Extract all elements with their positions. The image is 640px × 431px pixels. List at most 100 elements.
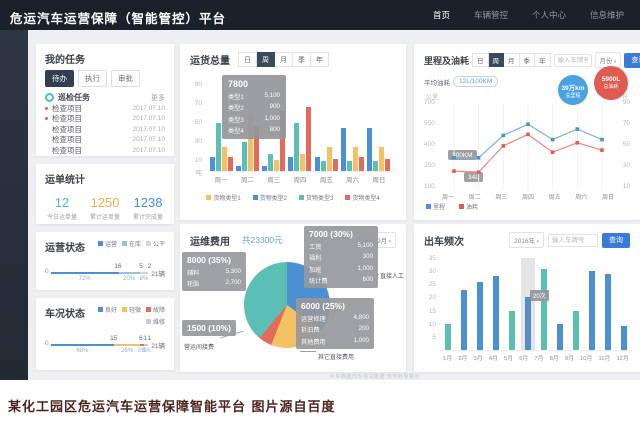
task-list: 检查项目 2017.07.10 检查项目 2017.07.10 检查项目 2017.07.… [45, 103, 165, 156]
period-tab[interactable]: 周 [488, 53, 505, 67]
avg-fuel-badge: 平均油耗 12L/100KM [424, 76, 499, 87]
bar-column [555, 258, 565, 350]
period-tab[interactable]: 年 [311, 52, 329, 67]
cost-box-header: 8000 (35%) [187, 255, 231, 265]
bar-column [475, 258, 485, 350]
tooltip-title: 7800 [228, 79, 249, 89]
year-select[interactable]: 2016年 [509, 232, 544, 248]
bar-column [619, 258, 629, 350]
badge-value: 5900L [601, 76, 621, 83]
x-tick: 周日 [372, 177, 386, 184]
period-tab[interactable]: 年 [535, 53, 551, 67]
waybill-stat: 1250 累计运单量 [90, 195, 120, 221]
bar-total-label: 21辆 [151, 271, 165, 278]
alert-dot-icon [45, 138, 48, 141]
legend-label: 维修 [152, 320, 165, 326]
bar [332, 158, 338, 171]
mileage-search-button[interactable]: 查询 [624, 52, 640, 68]
bar [379, 147, 385, 171]
bar [509, 310, 515, 350]
cost-chart-title: 运维费用 [190, 236, 230, 248]
task-list-item[interactable]: 检查项目 2017.07.10 [45, 145, 165, 156]
bar [557, 323, 563, 350]
segment-count: 6 [139, 335, 143, 342]
bar-zero-label: 0 [45, 268, 49, 275]
y-tick: 30 [428, 268, 436, 276]
bar [294, 123, 300, 171]
y-tick: 15 [428, 307, 436, 315]
task-group-row: 巡检任务 更多 [45, 92, 165, 103]
bar [215, 123, 221, 171]
plate-number-input[interactable] [553, 53, 592, 67]
alert-dot-icon [45, 117, 48, 121]
legend-item: 在库 [121, 239, 141, 248]
nav-item[interactable]: 车辆管控 [473, 10, 508, 20]
legend-label: 在库 [128, 242, 141, 248]
task-tab[interactable]: 审批 [111, 70, 140, 87]
x-tick: 周三 [267, 177, 281, 184]
cost-box-header: 7000 (30%) [309, 229, 353, 239]
segment-line [118, 272, 140, 274]
bar [477, 281, 483, 350]
mileage-period-tabs: 日周月季年 [472, 53, 551, 67]
legend-swatch [145, 241, 151, 246]
waybill-stats-title: 运单统计 [45, 175, 85, 186]
task-tab[interactable]: 执行 [78, 70, 107, 87]
task-list-item[interactable]: 检查项目 2017.07.10 [45, 103, 165, 114]
segment-line [50, 344, 115, 346]
period-tab[interactable]: 日 [238, 52, 257, 67]
period-tab[interactable]: 季 [519, 53, 536, 67]
bar [235, 166, 241, 171]
cost-box-row: 其他费用 1,000 [301, 336, 369, 346]
bar [262, 166, 268, 171]
nav-item[interactable]: 个人中心 [531, 10, 566, 20]
period-tab[interactable]: 季 [293, 52, 311, 67]
y-tick: 10 [194, 157, 202, 165]
task-tab[interactable]: 待办 [45, 70, 74, 87]
status-segment: 16 72% [50, 263, 122, 287]
period-tab[interactable]: 月 [504, 53, 520, 67]
legend-swatch [345, 195, 351, 200]
bar-group [367, 127, 391, 171]
y-tick: 90 [194, 80, 202, 88]
task-filter-tabs: 待办 执行 审批 [45, 70, 165, 87]
cost-box-row: 折旧费 200 [301, 325, 369, 334]
top-header-bar: 危运汽车运营保障（智能管控）平台 首页 车辆管控 个人中心 信息维护 [0, 0, 640, 30]
legend-swatch [145, 307, 151, 312]
task-list-item[interactable]: 检查项目 2017.07.10 [45, 114, 165, 125]
nav-item[interactable]: 首页 [432, 10, 450, 20]
frequency-search-button[interactable]: 查询 [602, 232, 630, 248]
legend-label: 货物类型4 [352, 196, 380, 202]
line-chart-svg [452, 104, 604, 190]
legend-label: 油耗 [466, 205, 479, 211]
plate-number-input[interactable] [548, 233, 598, 247]
x-tick: 5月 [503, 356, 513, 362]
x-tick: 周二 [468, 195, 481, 201]
bar [268, 153, 274, 171]
period-tab[interactable]: 月 [275, 52, 293, 67]
y-tick: 70 [194, 99, 202, 107]
status-segment: 15 68% [50, 335, 117, 359]
status-segment: 2 8% [140, 263, 152, 287]
x-tick: 周六 [346, 177, 360, 184]
legend-swatch [121, 307, 127, 312]
task-item-label: 检查项目 [52, 135, 82, 145]
operation-status-legend: 运营 在库 公干 [97, 239, 165, 248]
nav-item[interactable]: 信息维护 [589, 10, 624, 20]
period-tab[interactable]: 周 [257, 52, 275, 67]
status-segment: 6 26% [114, 335, 143, 359]
task-item-date: 2017.07.10 [132, 115, 165, 123]
leader-line [300, 351, 316, 352]
more-link[interactable]: 更多 [151, 94, 165, 102]
x-tick: 6月 [519, 356, 529, 362]
segment-count: 1 [147, 335, 152, 342]
bar-group [288, 106, 312, 171]
bar-column [539, 258, 549, 350]
period-tab[interactable]: 日 [472, 53, 489, 67]
bar [300, 153, 306, 171]
task-list-item[interactable]: 检查项目 2017.07.10 [45, 124, 165, 135]
y-unit: 吨 [195, 170, 203, 177]
task-list-item[interactable]: 检查项目 2017.07.10 [45, 135, 165, 146]
mileage-point-label: 300KM [448, 150, 477, 160]
